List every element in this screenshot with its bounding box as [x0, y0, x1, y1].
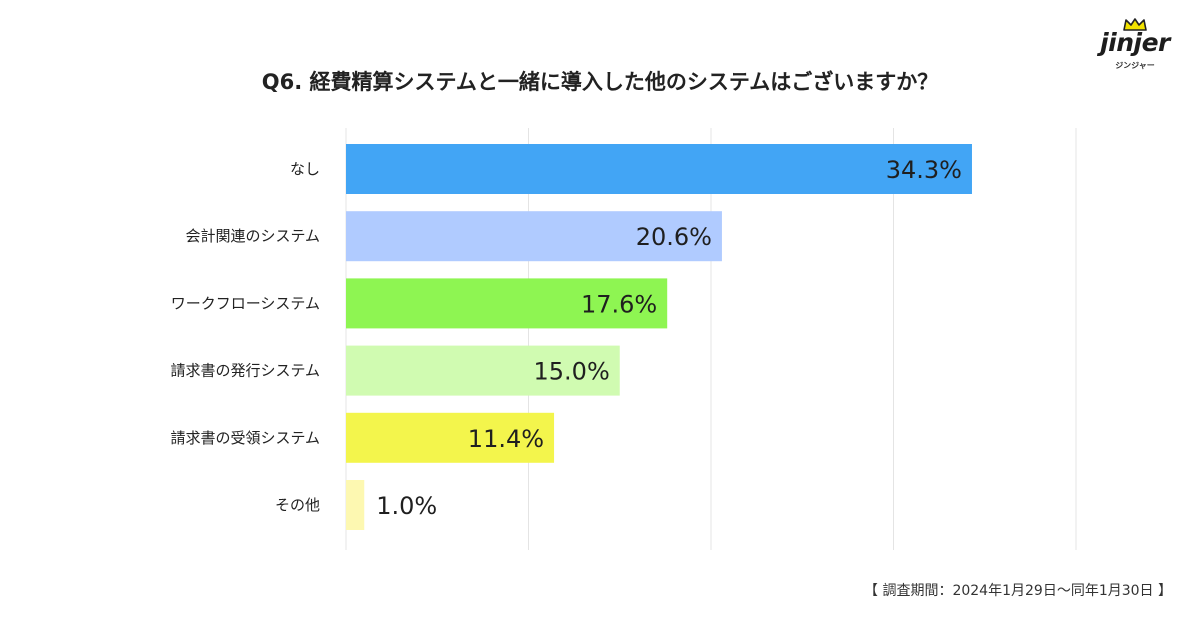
chart-gridlines [345, 128, 1077, 550]
value-label: 17.6% [581, 290, 657, 318]
category-label: 請求書の発行システム [170, 362, 320, 380]
bar-6 [346, 480, 365, 530]
logo-subtext: ジンジャー [1115, 61, 1155, 70]
category-label: 会計関連のシステム [185, 227, 320, 245]
value-label: 34.3% [886, 156, 962, 184]
chart-category-labels: なし会計関連のシステムワークフローシステム請求書の発行システム請求書の受領システ… [170, 160, 320, 514]
bar-5 [346, 412, 555, 463]
category-label: なし [290, 160, 320, 178]
crown-icon [1123, 18, 1147, 31]
survey-period-note: 【 調査期間：2024年1月29日〜同年1月30日 】 [864, 583, 1172, 599]
category-label: 請求書の受領システム [170, 429, 320, 447]
chart-value-labels: 34.3% 20.6% 17.6% 15.0% 11.4% 1.0% [376, 156, 962, 520]
value-label: 20.6% [636, 223, 712, 251]
chart-title: Q6. 経費精算システムと一緒に導入した他のシステムはございますか？ [261, 70, 939, 94]
value-label: 11.4% [468, 425, 544, 453]
jinjer-logo: jinjer ジンジャー [1094, 18, 1184, 70]
value-label: 15.0% [534, 358, 610, 386]
bar-1 [346, 144, 972, 194]
logo-wordmark: jinjer [1100, 28, 1170, 57]
bar-2 [346, 211, 722, 262]
bar-3 [346, 278, 668, 329]
category-label: その他 [275, 496, 320, 514]
value-label: 1.0% [376, 492, 437, 520]
bar-4 [346, 345, 620, 396]
chart-bars [346, 144, 972, 530]
category-label: ワークフローシステム [171, 294, 320, 312]
